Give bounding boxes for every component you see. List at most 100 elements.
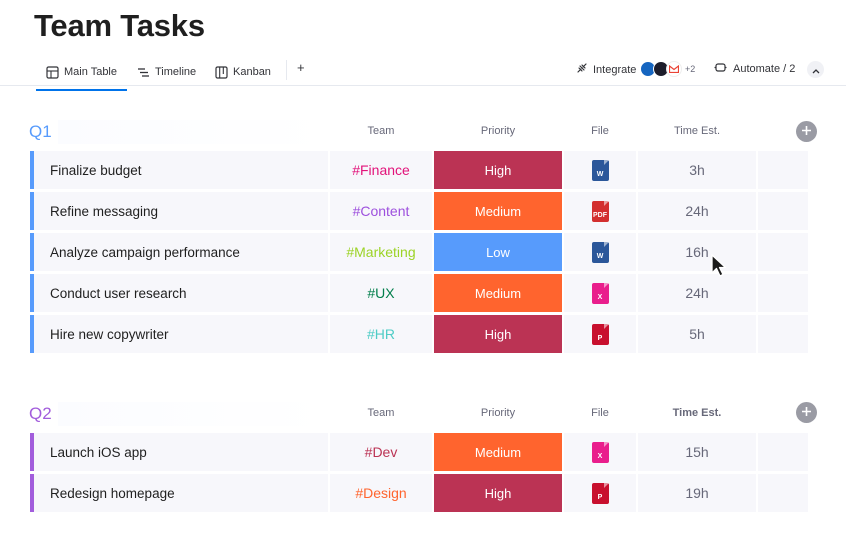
table-icon	[46, 65, 59, 79]
automate-label: Automate / 2	[733, 63, 796, 75]
file-cell[interactable]: P	[564, 474, 636, 512]
powerpoint-file-icon[interactable]: P	[591, 482, 609, 504]
empty-cell	[758, 274, 808, 312]
table-row[interactable]: Analyze campaign performance #Marketing Lo…	[30, 233, 808, 271]
add-column-button[interactable]	[796, 402, 817, 423]
team-cell[interactable]: #UX	[330, 274, 432, 312]
task-name-cell[interactable]: Analyze campaign performance	[34, 233, 328, 271]
tab-label: Kanban	[233, 66, 271, 78]
column-header-file[interactable]: File	[591, 407, 609, 419]
task-name-cell[interactable]: Finalize budget	[34, 151, 328, 189]
priority-status-cell[interactable]: High	[434, 474, 562, 512]
time-estimate-cell[interactable]: 19h	[638, 474, 756, 512]
file-cell[interactable]: P	[564, 315, 636, 353]
task-name-cell[interactable]: Hire new copywriter	[34, 315, 328, 353]
file-cell[interactable]: X	[564, 274, 636, 312]
table-row[interactable]: Redesign homepage #Design High P 19h	[30, 474, 808, 512]
file-cell[interactable]: W	[564, 233, 636, 271]
group-title[interactable]: Q2	[29, 404, 52, 423]
tab-kanban[interactable]: Kanban	[215, 60, 271, 84]
group-color-bar	[30, 192, 34, 230]
priority-status-cell[interactable]: Medium	[434, 433, 562, 471]
add-view-button[interactable]: +	[297, 60, 305, 75]
group-color-bar	[30, 474, 34, 512]
word-file-icon[interactable]: W	[591, 159, 609, 181]
powerpoint-file-icon[interactable]: P	[591, 323, 609, 345]
priority-status-cell[interactable]: High	[434, 315, 562, 353]
robot-icon	[714, 62, 727, 76]
time-estimate-cell[interactable]: 16h	[638, 233, 756, 271]
gmail-icon	[666, 61, 682, 77]
automate-button[interactable]: Automate / 2	[714, 62, 795, 76]
column-header-time[interactable]: Time Est.	[672, 407, 722, 419]
empty-cell	[758, 192, 808, 230]
more-apps-count: +2	[685, 64, 696, 74]
task-name-cell[interactable]: Conduct user research	[34, 274, 328, 312]
group-header-q2: Q2 Team Priority File Time Est.	[18, 402, 808, 426]
kanban-icon	[215, 65, 228, 79]
tab-label: Main Table	[64, 66, 117, 78]
excel-file-icon[interactable]: X	[591, 282, 609, 304]
column-header-priority[interactable]: Priority	[480, 407, 516, 419]
column-header-team[interactable]: Team	[367, 407, 395, 419]
plus-icon	[801, 123, 812, 141]
file-cell[interactable]: X	[564, 433, 636, 471]
group-color-bar	[30, 315, 34, 353]
team-cell[interactable]: #Content	[330, 192, 432, 230]
empty-cell	[758, 433, 808, 471]
group-header-q1: Q1 Team Priority File Time Est.	[18, 120, 808, 144]
view-tabs	[0, 54, 846, 86]
table-row[interactable]: Launch iOS app #Dev Medium X 15h	[30, 433, 808, 471]
tab-label: Timeline	[155, 66, 197, 78]
integrate-icon	[576, 62, 588, 77]
priority-status-cell[interactable]: Low	[434, 233, 562, 271]
empty-cell	[758, 315, 808, 353]
table-row[interactable]: Refine messaging #Content Medium PDF 24h	[30, 192, 808, 230]
time-estimate-cell[interactable]: 24h	[638, 192, 756, 230]
time-estimate-cell[interactable]: 3h	[638, 151, 756, 189]
timeline-icon	[137, 66, 150, 79]
group-color-bar	[30, 233, 34, 271]
table-row[interactable]: Conduct user research #UX Medium X 24h	[30, 274, 808, 312]
tab-main-table[interactable]: Main Table	[36, 60, 127, 91]
time-estimate-cell[interactable]: 15h	[638, 433, 756, 471]
pdf-file-icon[interactable]: PDF	[591, 200, 609, 222]
priority-status-cell[interactable]: Medium	[434, 192, 562, 230]
column-header-team[interactable]: Team	[367, 125, 395, 137]
task-name-cell[interactable]: Refine messaging	[34, 192, 328, 230]
page-title: Team Tasks	[34, 8, 205, 43]
team-cell[interactable]: #Marketing	[330, 233, 432, 271]
group-title[interactable]: Q1	[29, 122, 52, 141]
group-color-bar	[30, 433, 34, 471]
plus-icon	[801, 404, 812, 422]
column-header-time[interactable]: Time Est.	[673, 125, 721, 137]
group-color-bar	[30, 274, 34, 312]
file-cell[interactable]: PDF	[564, 192, 636, 230]
integration-app-icons[interactable]: +2	[640, 60, 695, 78]
table-row[interactable]: Hire new copywriter #HR High P 5h	[30, 315, 808, 353]
priority-status-cell[interactable]: High	[434, 151, 562, 189]
integrate-button[interactable]: Integrate	[576, 62, 636, 77]
word-file-icon[interactable]: W	[591, 241, 609, 263]
collapse-header-button[interactable]	[807, 61, 824, 78]
column-header-priority[interactable]: Priority	[480, 125, 516, 137]
task-name-cell[interactable]: Launch iOS app	[34, 433, 328, 471]
time-estimate-cell[interactable]: 24h	[638, 274, 756, 312]
empty-cell	[758, 151, 808, 189]
tab-divider	[286, 60, 287, 80]
time-estimate-cell[interactable]: 5h	[638, 315, 756, 353]
team-cell[interactable]: #Dev	[330, 433, 432, 471]
table-row[interactable]: Finalize budget #Finance High W 3h	[30, 151, 808, 189]
team-cell[interactable]: #Design	[330, 474, 432, 512]
task-name-cell[interactable]: Redesign homepage	[34, 474, 328, 512]
file-cell[interactable]: W	[564, 151, 636, 189]
add-column-button[interactable]	[796, 121, 817, 142]
column-header-file[interactable]: File	[591, 125, 609, 137]
group-color-bar	[30, 151, 34, 189]
team-cell[interactable]: #Finance	[330, 151, 432, 189]
excel-file-icon[interactable]: X	[591, 441, 609, 463]
team-cell[interactable]: #HR	[330, 315, 432, 353]
empty-cell	[758, 474, 808, 512]
tab-timeline[interactable]: Timeline	[137, 60, 196, 84]
priority-status-cell[interactable]: Medium	[434, 274, 562, 312]
